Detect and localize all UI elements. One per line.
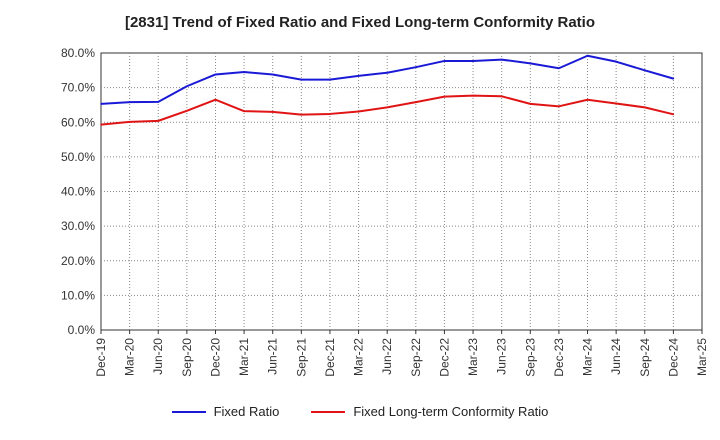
data-point-fixed-ratio bbox=[386, 71, 388, 74]
data-point-fixed-ratio bbox=[128, 101, 131, 103]
y-tick-label: 30.0% bbox=[61, 219, 95, 233]
data-point-fixed-ratio bbox=[243, 71, 245, 73]
x-tick-label: Dec-21 bbox=[323, 338, 337, 377]
data-point-fixed-long-term-conformity-ratio bbox=[443, 95, 446, 98]
data-point-fixed-ratio bbox=[100, 103, 102, 105]
x-tick-label: Jun-23 bbox=[495, 338, 509, 375]
data-point-fixed-ratio bbox=[472, 60, 474, 62]
x-tick-label: Sep-23 bbox=[523, 338, 537, 377]
data-point-fixed-long-term-conformity-ratio bbox=[214, 98, 217, 101]
x-tick-label: Dec-20 bbox=[208, 338, 222, 377]
data-point-fixed-long-term-conformity-ratio bbox=[472, 94, 474, 97]
data-point-fixed-ratio bbox=[415, 66, 417, 68]
x-tick-label: Jun-21 bbox=[266, 338, 280, 375]
data-point-fixed-ratio bbox=[271, 73, 274, 76]
legend-label-fixed-long-term-conformity-ratio: Fixed Long-term Conformity Ratio bbox=[353, 404, 549, 419]
y-tick-label: 50.0% bbox=[61, 150, 95, 164]
x-tick-label: Jun-24 bbox=[609, 338, 623, 375]
legend-label-fixed-ratio: Fixed Ratio bbox=[213, 404, 280, 419]
x-tick-label: Sep-21 bbox=[294, 338, 308, 377]
data-point-fixed-long-term-conformity-ratio bbox=[357, 110, 360, 113]
y-tick-label: 10.0% bbox=[61, 288, 95, 302]
data-point-fixed-long-term-conformity-ratio bbox=[643, 106, 646, 109]
data-point-fixed-long-term-conformity-ratio bbox=[186, 110, 188, 112]
data-point-fixed-long-term-conformity-ratio bbox=[500, 95, 503, 98]
data-point-fixed-ratio bbox=[500, 58, 503, 61]
x-tick-label: Mar-25 bbox=[695, 338, 709, 376]
data-point-fixed-ratio bbox=[672, 77, 675, 80]
grid-layer bbox=[100, 52, 703, 331]
x-tick-label: Dec-22 bbox=[437, 338, 451, 377]
x-tick-label: Jun-20 bbox=[151, 338, 165, 375]
data-point-fixed-long-term-conformity-ratio bbox=[415, 101, 417, 103]
x-tick-label: Dec-23 bbox=[552, 338, 566, 377]
data-point-fixed-long-term-conformity-ratio bbox=[558, 105, 560, 108]
x-tick-label: Jun-22 bbox=[380, 338, 394, 375]
x-tick-label: Mar-22 bbox=[352, 338, 366, 376]
data-point-fixed-ratio bbox=[615, 60, 617, 63]
series-layer bbox=[100, 54, 675, 126]
data-point-fixed-long-term-conformity-ratio bbox=[615, 102, 617, 105]
y-tick-label: 20.0% bbox=[61, 254, 95, 268]
data-point-fixed-long-term-conformity-ratio bbox=[386, 106, 388, 109]
data-point-fixed-ratio bbox=[529, 62, 532, 65]
data-point-fixed-long-term-conformity-ratio bbox=[243, 110, 245, 112]
x-tick-label: Mar-21 bbox=[237, 338, 251, 376]
data-point-fixed-long-term-conformity-ratio bbox=[672, 113, 675, 116]
data-point-fixed-long-term-conformity-ratio bbox=[300, 113, 303, 116]
y-tick-label: 0.0% bbox=[68, 323, 96, 337]
data-point-fixed-ratio bbox=[586, 54, 589, 57]
data-point-fixed-long-term-conformity-ratio bbox=[586, 98, 589, 101]
y-tick-label: 80.0% bbox=[61, 46, 95, 60]
y-tick-label: 40.0% bbox=[61, 185, 95, 199]
x-tick-label: Dec-24 bbox=[666, 338, 680, 377]
legend: Fixed Ratio Fixed Long-term Conformity R… bbox=[0, 404, 720, 419]
y-tick-label: 70.0% bbox=[61, 81, 95, 95]
data-point-fixed-ratio bbox=[558, 67, 560, 70]
data-point-fixed-ratio bbox=[157, 101, 160, 103]
legend-item-fixed-ratio: Fixed Ratio bbox=[171, 404, 280, 419]
x-tick-label: Mar-20 bbox=[123, 338, 137, 376]
y-tick-label: 60.0% bbox=[61, 115, 95, 129]
legend-swatch-fixed-long-term-conformity-ratio bbox=[311, 410, 346, 413]
x-tick-label: Mar-23 bbox=[466, 338, 480, 376]
x-tick-label: Sep-22 bbox=[409, 338, 423, 377]
data-point-fixed-ratio bbox=[357, 75, 360, 77]
data-point-fixed-ratio bbox=[186, 85, 188, 88]
data-point-fixed-long-term-conformity-ratio bbox=[529, 103, 532, 105]
legend-swatch-fixed-ratio bbox=[171, 410, 206, 413]
legend-item-fixed-long-term-conformity-ratio: Fixed Long-term Conformity Ratio bbox=[311, 404, 548, 419]
x-tick-label: Sep-24 bbox=[638, 338, 652, 377]
x-tick-label: Mar-24 bbox=[581, 338, 595, 376]
chart-title: [2831] Trend of Fixed Ratio and Fixed Lo… bbox=[124, 14, 596, 31]
data-point-fixed-ratio bbox=[214, 73, 217, 76]
data-point-fixed-ratio bbox=[300, 78, 303, 81]
data-point-fixed-ratio bbox=[329, 78, 331, 81]
data-point-fixed-ratio bbox=[643, 69, 646, 72]
axis-layer: 0.0% 10.0% 20.0% 30.0% 40.0% 50.0% 60.0% 70.0% 8… bbox=[61, 46, 709, 377]
data-point-fixed-long-term-conformity-ratio bbox=[128, 121, 131, 123]
x-tick-label: Sep-20 bbox=[180, 338, 194, 377]
data-point-fixed-long-term-conformity-ratio bbox=[329, 113, 331, 115]
data-point-fixed-ratio bbox=[443, 60, 446, 62]
data-point-fixed-long-term-conformity-ratio bbox=[271, 111, 274, 113]
data-point-fixed-long-term-conformity-ratio bbox=[157, 120, 160, 122]
data-point-fixed-long-term-conformity-ratio bbox=[100, 123, 102, 126]
x-tick-label: Dec-19 bbox=[94, 338, 108, 377]
